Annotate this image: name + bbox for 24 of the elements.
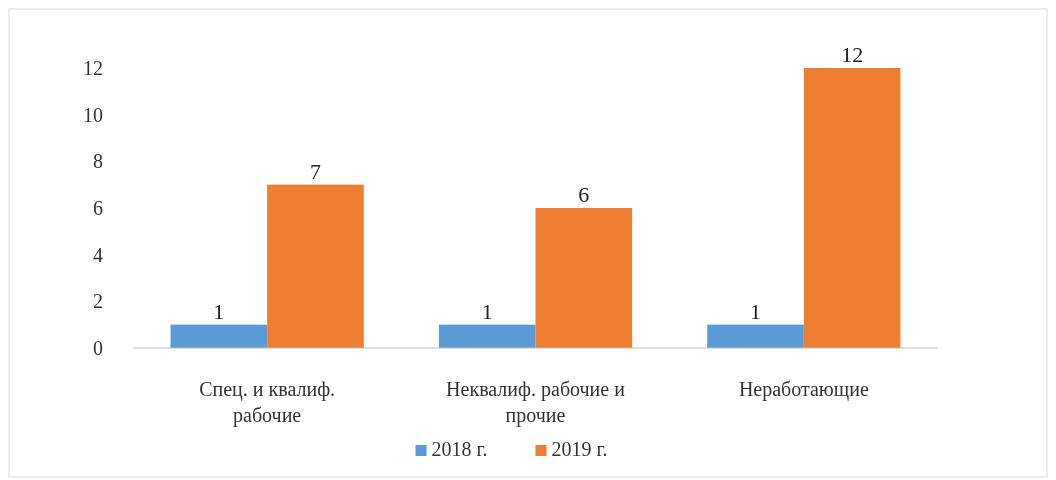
data-label: 1: [750, 298, 762, 324]
bar: [803, 68, 901, 348]
y-tick-label: 8: [93, 150, 103, 173]
y-tick-label: 6: [93, 197, 103, 219]
data-label: 6: [578, 182, 590, 207]
bar: [438, 324, 536, 348]
bar: [707, 324, 804, 348]
bar: [267, 184, 364, 348]
data-label: 12: [841, 42, 864, 67]
x-tick-label: Неквалиф. рабочие и прочие: [446, 378, 626, 427]
legend-label: 2019 г.: [551, 438, 608, 460]
x-tick-label: Неработающие: [738, 378, 869, 401]
data-label: 1: [213, 298, 225, 324]
legend-label: 2018 г.: [431, 438, 488, 460]
bar: [170, 324, 268, 348]
bar: [535, 208, 633, 348]
y-tick-label: 12: [83, 57, 103, 79]
x-tick-label: Спец. и квалиф. рабочие: [199, 378, 336, 427]
y-tick-label: 10: [83, 103, 103, 126]
y-tick-label: 0: [93, 337, 103, 359]
data-label: 7: [309, 158, 321, 184]
y-tick-label: 2: [93, 290, 103, 313]
data-label: 1: [481, 298, 493, 324]
y-tick-label: 4: [93, 243, 103, 266]
